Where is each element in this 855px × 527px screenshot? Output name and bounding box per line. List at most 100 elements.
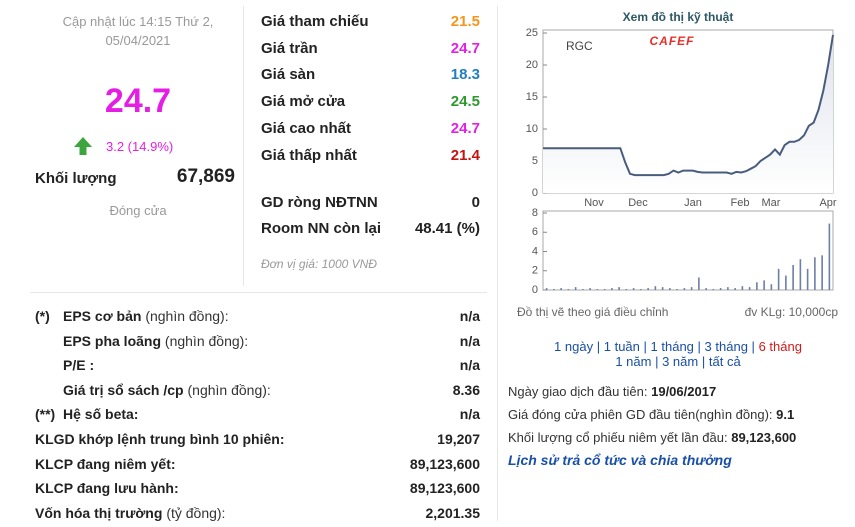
volume-bar — [560, 288, 562, 290]
row-value: n/a — [459, 357, 480, 374]
period-link[interactable]: 6 tháng — [758, 339, 802, 354]
period-link[interactable]: 3 năm — [662, 354, 699, 369]
quote-value: 18.3 — [450, 66, 480, 84]
row-label: EPS cơ bản (nghìn đồng): — [63, 308, 229, 324]
volume-frame — [542, 210, 834, 291]
label-note: (tỷ đồng): — [166, 504, 226, 521]
volume-bar — [596, 289, 599, 290]
volume-tick-label: 4 — [532, 245, 538, 257]
logo: CAFEF — [650, 34, 695, 48]
current-price: 24.7 — [104, 82, 172, 120]
volume-bar — [574, 287, 577, 290]
volume-bar — [748, 287, 751, 290]
quote-label: Giá mở cửa — [261, 93, 346, 111]
row-prefix: (*) — [35, 308, 50, 324]
volume-tick-label: 0 — [532, 284, 538, 296]
y-tick-label: 10 — [526, 123, 538, 135]
y-tick-label: 15 — [526, 91, 538, 103]
period-link[interactable]: tất cả — [708, 354, 741, 369]
period-link[interactable]: 1 tuần — [603, 339, 640, 354]
period-link[interactable]: 1 ngày — [554, 339, 594, 354]
volume-bar — [625, 289, 628, 290]
volume-bar — [553, 289, 555, 290]
volume-bar — [705, 288, 707, 290]
price-line — [543, 34, 834, 177]
volume-bar — [611, 288, 613, 290]
quote-value: 21.5 — [450, 13, 480, 30]
volume-bar — [690, 287, 693, 290]
row-label: Hệ số beta: — [63, 406, 138, 422]
symbol: RGC — [566, 39, 593, 53]
volume-bar — [799, 259, 802, 290]
volume-bar — [632, 288, 635, 290]
listing-row: Ngày giao dịch đầu tiên: 19/06/2017 — [508, 384, 716, 399]
row-value: n/a — [459, 308, 480, 324]
volume-bar — [582, 289, 584, 290]
row-label: KLGD khớp lệnh trung bình 10 phiên: — [35, 431, 285, 447]
row-value: 89,123,600 — [409, 480, 480, 497]
listing-label: Ngày giao dịch đầu tiên: — [508, 384, 648, 399]
x-tick-label: Mar — [762, 197, 781, 209]
divider — [497, 6, 498, 521]
label-bold: Hệ số beta: — [63, 406, 139, 423]
volume-bar — [792, 264, 794, 290]
row-label: KLCP đang niêm yết: — [35, 456, 176, 472]
quote-label: Giá trần — [261, 39, 318, 57]
volume-bar — [661, 287, 664, 290]
chart-note: Đồ thị vẽ theo giá điều chỉnh — [517, 305, 669, 319]
volume-bar — [669, 288, 671, 290]
volume-bar — [763, 280, 765, 290]
listing-label: Khối lượng cổ phiếu niêm yết lần đầu: — [508, 430, 728, 445]
volume-bar — [603, 289, 606, 290]
label-bold: KLGD khớp lệnh trung bình 10 phiên: — [35, 431, 285, 447]
period-link[interactable]: 1 năm — [615, 354, 652, 369]
volume-bar — [777, 268, 780, 290]
x-tick-label: Apr — [819, 197, 836, 209]
period-link[interactable]: 3 tháng — [704, 339, 748, 354]
period-line: 1 năm | 3 năm | tất cả — [508, 354, 848, 369]
period-line: 1 ngày | 1 tuần | 1 tháng | 3 tháng | 6 … — [508, 339, 848, 354]
label-bold: KLCP đang niêm yết: — [35, 455, 176, 472]
price-change: 3.2 (14.9%) — [106, 139, 174, 154]
x-tick-label: Nov — [584, 197, 604, 209]
volume-bar — [545, 288, 548, 290]
volume-bar — [698, 277, 700, 290]
row-value: 19,207 — [437, 431, 480, 447]
quote-label: Giá sàn — [261, 66, 316, 84]
row-value: 89,123,600 — [409, 455, 480, 472]
divider — [30, 292, 487, 293]
label-bold: Vốn hóa thị trường — [35, 504, 163, 521]
foreign-value: 48.41 (%) — [414, 220, 480, 237]
volume-bar — [640, 289, 642, 290]
divider — [243, 6, 244, 286]
label-bold: Giá trị sổ sách /cp — [63, 381, 184, 398]
volume-bar — [647, 288, 649, 290]
status: Đóng cửa — [109, 203, 167, 218]
label-bold: EPS cơ bản — [63, 308, 142, 324]
x-tick-label: Feb — [731, 197, 750, 209]
y-tick-label: 25 — [526, 27, 538, 39]
listing-row: Giá đóng cửa phiên GD đầu tiên(nghìn đồn… — [508, 407, 794, 422]
dividend-link[interactable]: Lịch sử trả cổ tức và chia thưởng — [508, 452, 732, 468]
volume-bar — [785, 275, 787, 290]
separator: | — [655, 354, 659, 369]
volume-bar — [567, 289, 570, 290]
y-tick-label: 5 — [532, 155, 538, 167]
row-label: EPS pha loãng (nghìn đồng): — [63, 333, 248, 349]
row-value: n/a — [459, 406, 480, 423]
volume-bar — [712, 289, 715, 290]
period-link[interactable]: 1 tháng — [650, 339, 694, 354]
y-tick-label: 0 — [532, 187, 538, 199]
label-bold: EPS pha loãng — [63, 332, 162, 349]
label-bold: KLCP đang lưu hành: — [35, 480, 179, 497]
label-note: (nghìn đồng): — [187, 381, 271, 398]
volume-bar — [618, 287, 620, 290]
row-label: P/E : — [63, 357, 94, 373]
foreign-value: 0 — [471, 194, 480, 211]
volume-bar — [741, 286, 744, 290]
unit-note: Đơn vị giá: 1000 VNĐ — [261, 257, 377, 271]
volume-bar — [814, 257, 816, 290]
chart-title: Xem đồ thị kỹ thuật — [623, 10, 734, 24]
separator: | — [751, 339, 755, 354]
volume-bar — [806, 268, 809, 290]
